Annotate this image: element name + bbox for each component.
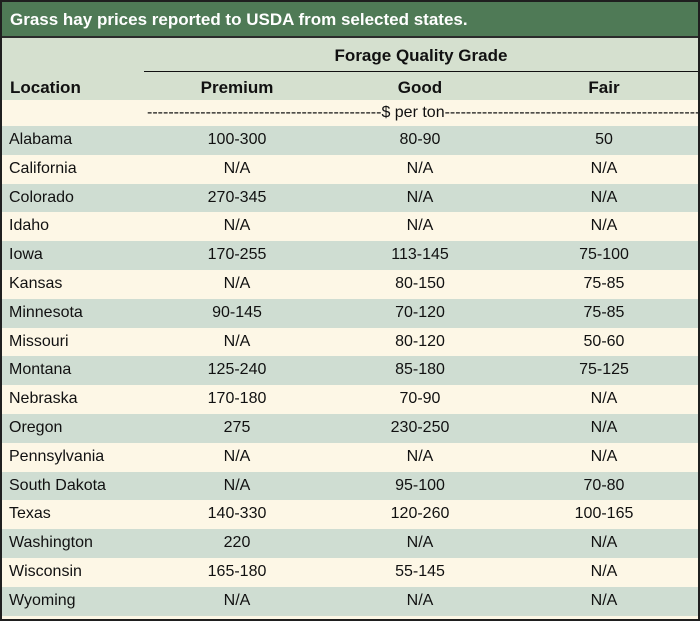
- table-row: Texas 140-330 120-260 100-165: [2, 500, 698, 530]
- table-row: Washington 220 N/A N/A: [2, 529, 698, 558]
- table-row: Wyoming N/A N/A N/A: [2, 586, 698, 616]
- good-cell: 80-120: [395, 332, 445, 350]
- table-row: Minnesota 90-145 70-120 75-85: [2, 298, 698, 328]
- table-row: California N/A N/A N/A: [2, 154, 698, 184]
- good-cell: 55-145: [395, 562, 445, 580]
- location-header: Location: [10, 78, 81, 97]
- location-cell: California: [9, 159, 77, 177]
- good-cell: N/A: [406, 217, 434, 235]
- fair-cell: 75-100: [579, 246, 629, 264]
- fair-cell: N/A: [590, 390, 618, 408]
- premium-cell: N/A: [223, 447, 251, 465]
- good-cell: N/A: [406, 534, 434, 552]
- table-row: Iowa 170-255 113-145 75-100: [2, 241, 698, 270]
- location-cell: Wisconsin: [9, 562, 82, 580]
- location-cell: Kansas: [9, 274, 63, 292]
- good-cell: 70-90: [399, 390, 441, 408]
- fair-cell: 70-80: [583, 476, 625, 494]
- fair-cell: N/A: [590, 217, 618, 235]
- fair-cell: N/A: [590, 534, 618, 552]
- good-cell: 80-150: [395, 274, 445, 292]
- good-cell: N/A: [406, 159, 434, 177]
- good-cell: N/A: [406, 447, 434, 465]
- fair-cell: 100-165: [574, 505, 634, 523]
- fair-cell: N/A: [590, 159, 618, 177]
- table-row: Montana 125-240 85-180 75-125: [2, 356, 698, 386]
- fair-cell: N/A: [590, 418, 618, 436]
- fair-cell: 50: [595, 131, 613, 148]
- table-row: South Dakota N/A 95-100 70-80: [2, 471, 698, 501]
- location-cell: Montana: [9, 361, 72, 379]
- premium-cell: 140-330: [207, 505, 267, 523]
- location-cell: Missouri: [9, 332, 69, 350]
- fair-cell: N/A: [590, 591, 618, 609]
- table-row: Oregon 275 230-250 N/A: [2, 413, 698, 443]
- premium-cell: 220: [223, 534, 251, 552]
- group-header-rule: [144, 71, 698, 72]
- premium-cell: N/A: [223, 217, 251, 235]
- fair-header: Fair: [588, 78, 620, 97]
- units-row: ----------------------------------------…: [2, 100, 698, 126]
- premium-cell: N/A: [223, 159, 251, 177]
- table-row: Kansas N/A 80-150 75-85: [2, 269, 698, 299]
- fair-cell: 50-60: [583, 332, 625, 350]
- good-header: Good: [397, 78, 443, 97]
- location-cell: Nebraska: [9, 390, 78, 408]
- location-cell: Washington: [9, 534, 93, 552]
- good-cell: 113-145: [391, 246, 449, 264]
- table-row: Idaho N/A N/A N/A: [2, 212, 698, 242]
- forage-quality-group-header: Forage Quality Grade: [334, 46, 508, 65]
- good-cell: 70-120: [395, 303, 445, 321]
- premium-cell: N/A: [223, 332, 251, 350]
- table-row: Missouri N/A 80-120 50-60: [2, 327, 698, 357]
- table-row: Colorado 270-345 N/A N/A: [2, 183, 698, 213]
- location-cell: Oregon: [9, 418, 63, 436]
- location-cell: Wyoming: [9, 591, 76, 609]
- fair-cell: N/A: [590, 188, 618, 206]
- good-cell: 230-250: [390, 418, 450, 436]
- location-cell: South Dakota: [9, 476, 106, 494]
- good-cell: 120-260: [390, 505, 450, 523]
- premium-cell: 125-240: [207, 361, 267, 379]
- location-cell: Iowa: [9, 246, 43, 264]
- fair-cell: N/A: [590, 447, 618, 465]
- table-title: Grass hay prices reported to USDA from s…: [2, 2, 698, 38]
- premium-header: Premium: [200, 78, 274, 97]
- location-cell: Colorado: [9, 188, 74, 206]
- premium-cell: N/A: [223, 274, 251, 292]
- fair-cell: 75-85: [583, 274, 625, 292]
- premium-cell: 100-300: [207, 131, 267, 148]
- premium-cell: 170-255: [207, 246, 267, 264]
- units-label: ----------------------------------------…: [147, 104, 698, 121]
- premium-cell: N/A: [223, 591, 251, 609]
- good-cell: N/A: [406, 188, 434, 206]
- premium-cell: 170-180: [207, 390, 267, 408]
- good-cell: 80-90: [399, 131, 441, 148]
- good-cell: 95-100: [395, 476, 445, 494]
- fair-cell: 75-125: [579, 361, 629, 379]
- premium-cell: 165-180: [207, 562, 267, 580]
- premium-cell: 275: [223, 418, 251, 436]
- premium-cell: 90-145: [212, 303, 262, 321]
- table-row: Wisconsin 165-180 55-145 N/A: [2, 557, 698, 587]
- premium-cell: N/A: [223, 476, 251, 494]
- location-cell: Pennsylvania: [9, 447, 105, 465]
- table-row: Pennsylvania N/A N/A N/A: [2, 442, 698, 472]
- table-header: Location Forage Quality Grade Premium Go…: [2, 38, 698, 100]
- table-row: Alabama 100-300 80-90 50: [2, 126, 698, 155]
- location-cell: Minnesota: [9, 303, 83, 321]
- table-row: Nebraska 170-180 70-90 N/A: [2, 385, 698, 414]
- good-cell: 85-180: [395, 361, 445, 379]
- table-body: Alabama 100-300 80-90 50 California N/A N/A N/A…: [2, 126, 698, 616]
- fair-cell: 75-85: [583, 303, 625, 321]
- location-cell: Texas: [9, 505, 51, 523]
- location-cell: Alabama: [9, 131, 73, 148]
- premium-cell: 270-345: [207, 188, 267, 206]
- location-cell: Idaho: [9, 217, 50, 235]
- good-cell: N/A: [406, 591, 434, 609]
- fair-cell: N/A: [590, 562, 618, 580]
